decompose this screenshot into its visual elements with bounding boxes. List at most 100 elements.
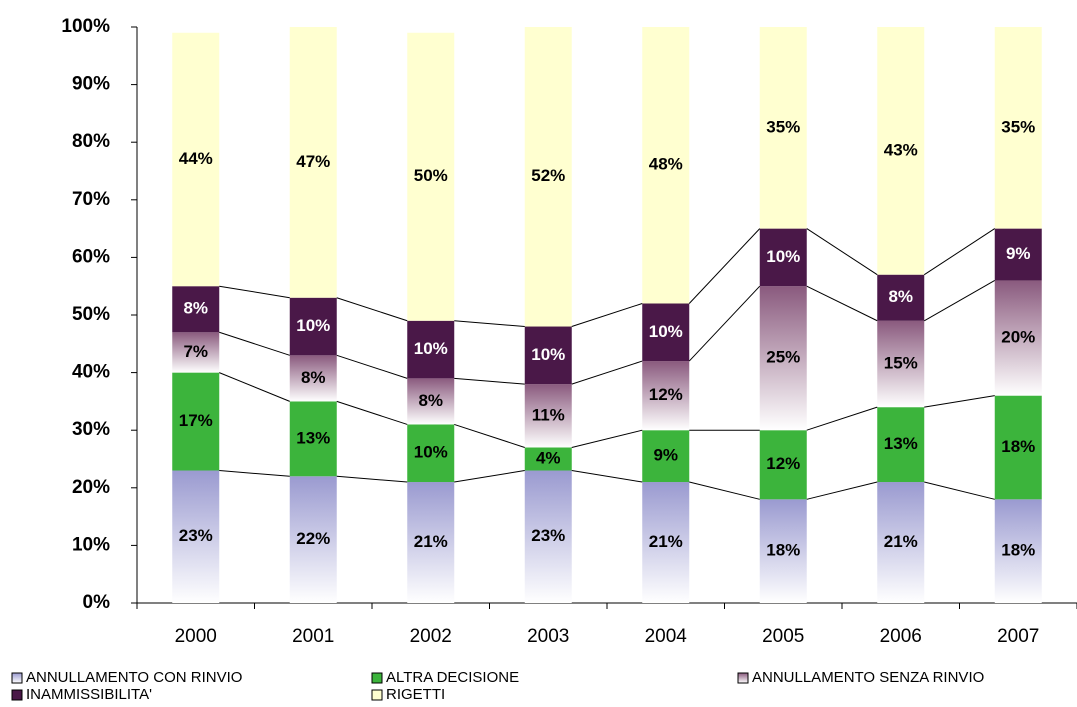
bar-segment <box>994 228 1042 281</box>
value-label: 47% <box>296 152 330 171</box>
x-tick-label: 2001 <box>292 626 334 647</box>
y-tick-label: 60% <box>72 246 110 267</box>
bar-segment <box>407 378 455 425</box>
value-label: 9% <box>1006 244 1031 263</box>
bar-segment <box>877 407 925 483</box>
bar-segment <box>407 320 455 379</box>
series-line <box>219 372 290 402</box>
value-label: 25% <box>766 348 800 367</box>
value-label: 50% <box>414 166 448 185</box>
series-line <box>571 429 643 448</box>
value-label: 22% <box>296 529 330 548</box>
value-label: 10% <box>296 316 330 335</box>
value-label: 17% <box>179 411 213 430</box>
bar-segment <box>642 361 690 431</box>
bar-segment <box>642 482 690 603</box>
bar-segment <box>407 32 455 321</box>
series-line <box>454 423 525 448</box>
bar-segment <box>407 482 455 603</box>
value-label: 13% <box>884 434 918 453</box>
bar-segment <box>407 424 455 483</box>
value-label: 21% <box>884 532 918 551</box>
series-line <box>336 475 408 483</box>
series-line <box>219 470 290 477</box>
value-label: 9% <box>653 446 678 465</box>
bar-segment <box>524 27 572 327</box>
bar-segment <box>759 499 807 603</box>
value-label: 35% <box>1001 117 1035 136</box>
y-tick-label: 80% <box>72 131 110 152</box>
bar-segment <box>877 320 925 408</box>
y-tick-label: 100% <box>61 16 110 37</box>
bar-segment <box>759 27 807 229</box>
series-line <box>806 481 878 500</box>
x-tick-label: 2006 <box>880 626 922 647</box>
series-line <box>806 228 878 276</box>
y-tick-label: 10% <box>72 534 110 555</box>
legend-label: RIGETTI <box>386 686 445 703</box>
series-line <box>571 470 643 483</box>
value-label: 44% <box>179 149 213 168</box>
x-tick-label: 2004 <box>645 626 688 647</box>
value-label: 10% <box>414 443 448 462</box>
value-label: 10% <box>414 339 448 358</box>
x-tick-label: 2005 <box>762 626 804 647</box>
bar-segment <box>642 303 690 362</box>
x-tick-label: 2002 <box>410 626 452 647</box>
series-line <box>806 285 878 322</box>
y-tick-label: 20% <box>72 477 110 498</box>
y-tick-label: 0% <box>83 592 111 613</box>
bar-segment <box>172 332 220 373</box>
bar-segment <box>289 476 337 603</box>
y-tick-label: 90% <box>72 74 110 95</box>
bar-segment <box>172 286 220 333</box>
legend-swatch <box>737 672 749 684</box>
series-line <box>924 481 995 500</box>
value-label: 10% <box>649 322 683 341</box>
series-line <box>571 360 643 385</box>
bar-segment <box>877 27 925 275</box>
value-label: 35% <box>766 117 800 136</box>
value-label: 11% <box>532 405 565 424</box>
bar-segment <box>642 430 690 483</box>
series-line <box>454 377 525 385</box>
series-line <box>806 406 878 431</box>
value-label: 12% <box>649 385 683 404</box>
value-label: 15% <box>884 353 918 372</box>
legend-swatch <box>11 689 23 701</box>
legend-label: INAMMISSIBILITA' <box>26 686 152 703</box>
series-line <box>923 228 996 276</box>
value-label: 20% <box>1001 328 1035 347</box>
bar-segment <box>877 274 925 321</box>
bar-segment <box>759 286 807 431</box>
legend-label: ANNULLAMENTO CON RINVIO <box>26 669 242 686</box>
series-line <box>219 331 290 356</box>
value-label: 23% <box>531 526 565 545</box>
series-line <box>688 228 761 304</box>
series-line <box>924 280 995 322</box>
y-tick-label: 40% <box>72 362 110 383</box>
bar-segment <box>289 27 337 298</box>
legend-swatch <box>371 689 383 701</box>
value-label: 48% <box>649 155 683 174</box>
bar-segment <box>289 401 337 477</box>
series-line <box>336 297 408 322</box>
series-line <box>336 400 408 425</box>
series-line <box>219 285 290 299</box>
y-tick-label: 70% <box>72 189 110 210</box>
value-label: 4% <box>536 448 561 467</box>
series-line <box>571 303 643 327</box>
bar-segment <box>994 499 1042 603</box>
value-label: 10% <box>766 247 800 266</box>
bar-segment <box>877 482 925 603</box>
value-label: 43% <box>884 140 918 159</box>
value-label: 13% <box>296 428 330 447</box>
bar-segment <box>994 395 1042 500</box>
series-line <box>336 354 408 379</box>
bar-segment <box>524 326 572 385</box>
bar-segment <box>172 470 220 603</box>
x-tick-label: 2003 <box>527 626 569 647</box>
value-label: 18% <box>1001 437 1035 456</box>
series-line <box>689 481 760 500</box>
